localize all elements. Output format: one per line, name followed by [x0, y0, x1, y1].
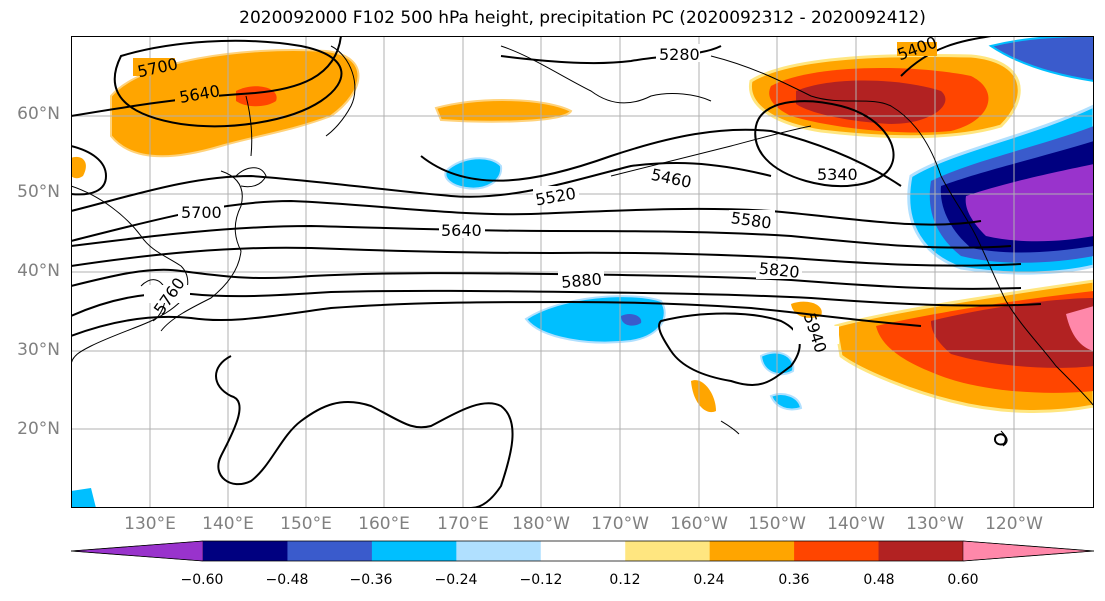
colorbar-swatch [371, 541, 457, 561]
coastline-kamchatka [325, 45, 356, 137]
lon-label-140w: 140°W [827, 514, 885, 534]
contour-small-loop [994, 433, 1007, 446]
colorbar-tick-neg060: −0.60 [180, 572, 224, 588]
precip-area-bering [434, 99, 573, 123]
colorbar-tick-036: 0.36 [778, 572, 810, 588]
contour-label-5820: 5820 [758, 259, 800, 282]
coastline-west-coast [975, 235, 1094, 407]
colorbar-frame [71, 540, 1094, 562]
lon-label-140e: 140°E [202, 514, 254, 534]
lat-label-40n: 40°N [17, 261, 60, 281]
coastline-aleutians [610, 125, 812, 177]
contour-label-5640-center: 5640 [441, 221, 482, 240]
contour-label-5700-japan: 5700 [181, 203, 222, 222]
lon-label-130w: 130°W [906, 514, 964, 534]
lon-label-150w: 150°W [748, 514, 806, 534]
contour-5520 [71, 162, 772, 212]
colorbar-swatch [709, 541, 795, 561]
contour-5400-ne [900, 36, 992, 77]
contour-5640-nw [71, 36, 342, 117]
colorbar-swatch [878, 541, 964, 561]
colorbar-swatch [625, 541, 711, 561]
precip-area-hawaii [691, 380, 716, 413]
coastline-asia [71, 185, 189, 367]
lon-label-170e: 170°E [437, 514, 489, 534]
contour-5700 [71, 246, 1022, 267]
lon-label-150e: 150°E [280, 514, 332, 534]
colorbar-swatch [456, 541, 542, 561]
precip-area-west-coast-pink [1066, 306, 1094, 351]
height-contours [71, 36, 1042, 508]
coastline-siberia-east [500, 45, 712, 104]
precip-area-west-coast-core [931, 298, 1094, 368]
colorbar-tick-060: 0.60 [947, 572, 979, 588]
colorbar-tick-neg036: −0.36 [349, 572, 393, 588]
lon-label-130e: 130°E [124, 514, 176, 534]
contour-label-5280: 5280 [659, 45, 700, 64]
map-panel: 5700 5640 5280 5340 5460 5520 5580 5700 … [71, 36, 1094, 508]
colorbar-tick-012: 0.12 [609, 572, 641, 588]
lon-label-170w: 170°W [591, 514, 649, 534]
precip-area-central-pacific-blue [524, 295, 666, 344]
coastline-hawaii [720, 420, 740, 435]
contour-label-5460: 5460 [649, 165, 693, 192]
precip-area-gulf-alaska-purple [965, 164, 1094, 242]
precip-area-hawaii-blue-2 [769, 393, 803, 411]
coastline-sakhalin [245, 95, 253, 157]
coastline-alaska [710, 55, 977, 237]
contour-west-loop [71, 145, 108, 196]
precip-area-central-pacific-core [621, 313, 642, 326]
colorbar-swatch [287, 541, 373, 561]
lat-label-50n: 50°N [17, 182, 60, 202]
contour-5940 [658, 312, 801, 386]
contour-label-5880: 5880 [560, 269, 602, 291]
colorbar-swatch [794, 541, 880, 561]
coastline-hokkaido [235, 167, 267, 188]
contour-5700-northwest [113, 39, 343, 128]
contour-5820 [71, 289, 1042, 317]
colorbar [71, 540, 1094, 562]
lat-label-60n: 60°N [17, 104, 60, 124]
map-frame [71, 36, 1094, 508]
precip-area-alaska-core [796, 80, 946, 124]
colorbar-swatch [203, 541, 288, 561]
precip-area-sw-corner-blue [71, 488, 96, 508]
coastline-japan [160, 170, 243, 332]
contour-5340 [754, 100, 895, 187]
colorbar-tick-neg024: −0.24 [434, 572, 478, 588]
colorbar-tick-024: 0.24 [693, 572, 725, 588]
colorbar-swatch-extend-high [962, 540, 1094, 562]
lat-label-20n: 20°N [17, 419, 60, 439]
colorbar-tick-048: 0.48 [863, 572, 895, 588]
precip-area-ne-corner-blue [988, 36, 1094, 83]
precip-area-japan-sea [110, 49, 360, 158]
map-title: 2020092000 F102 500 hPa height, precipit… [239, 8, 926, 28]
lon-label-120w: 120°W [985, 514, 1043, 534]
colorbar-swatches [71, 540, 1094, 562]
lon-label-160e: 160°E [358, 514, 410, 534]
colorbar-swatch-extend-low [71, 540, 204, 562]
contour-5640 [71, 224, 1012, 249]
map-gridlines [71, 36, 1094, 508]
lon-label-160w: 160°W [670, 514, 728, 534]
lon-label-180w: 180°W [512, 514, 570, 534]
contour-5880 [71, 300, 922, 337]
colorbar-tick-neg012: −0.12 [519, 572, 563, 588]
precip-area-small-west [71, 156, 86, 179]
contour-5880-south [215, 355, 514, 508]
lat-label-30n: 30°N [17, 340, 60, 360]
contour-5760 [71, 268, 1022, 290]
map-canvas: 5700 5640 5280 5340 5460 5520 5580 5700 … [71, 36, 1094, 508]
contour-label-5340: 5340 [817, 165, 858, 184]
contour-5460 [420, 128, 902, 187]
colorbar-swatch [540, 541, 626, 561]
colorbar-tick-neg048: −0.48 [265, 572, 309, 588]
